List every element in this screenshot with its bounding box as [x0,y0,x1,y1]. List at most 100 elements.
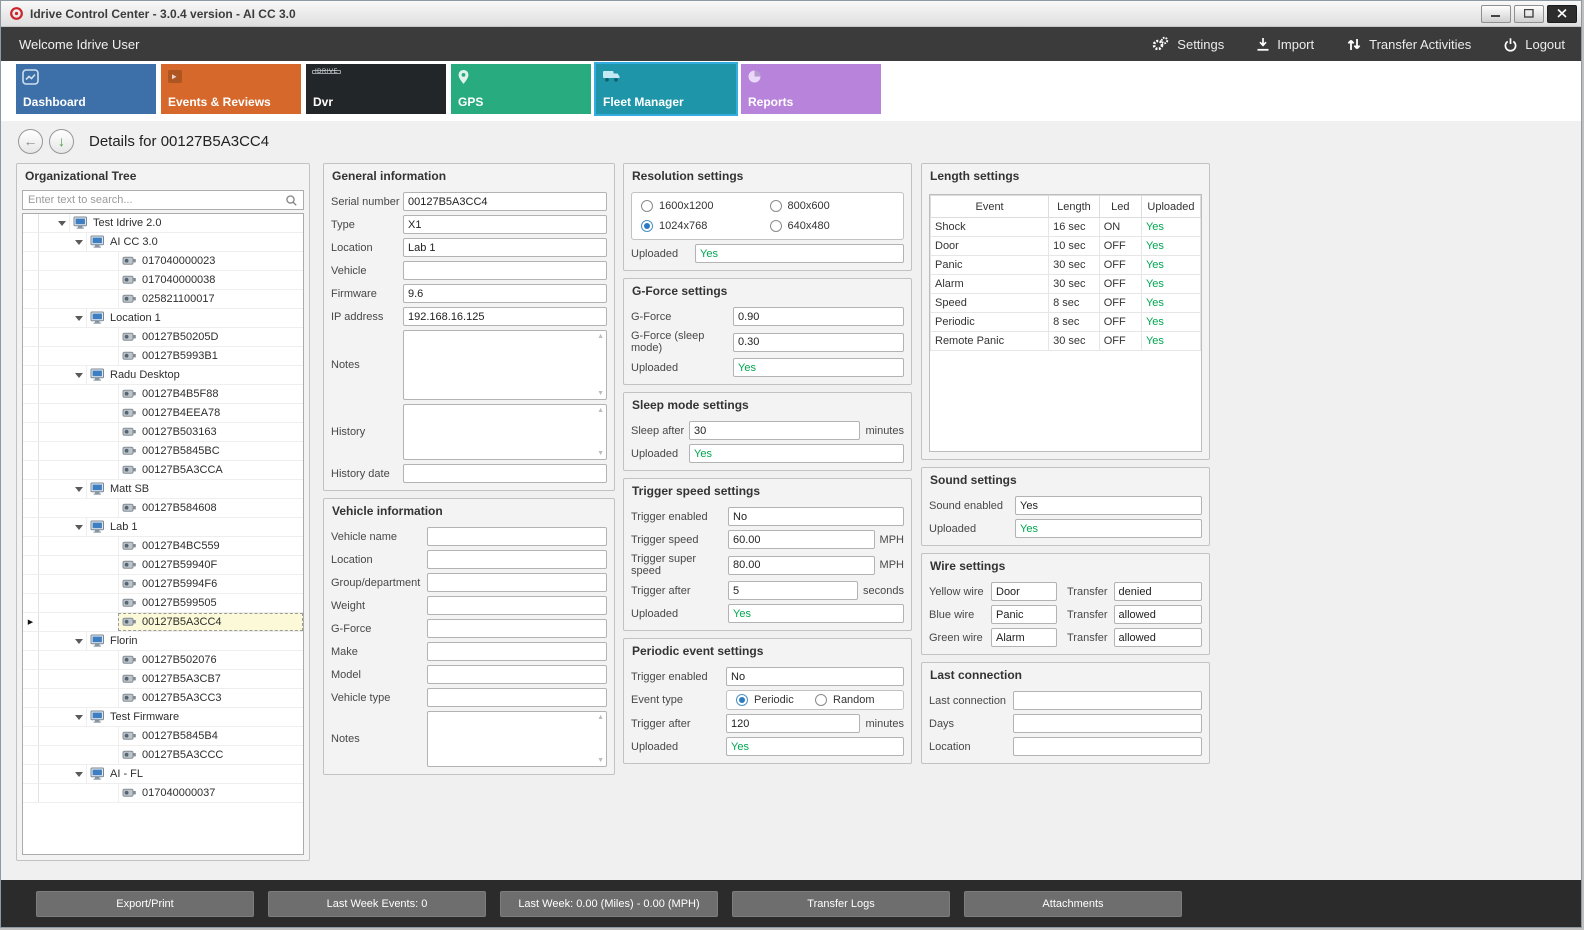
tree-item[interactable]: Lab 1 [23,518,303,537]
tree-item-selected[interactable]: ▶ 00127B5A3CC4 [23,613,303,632]
back-button[interactable]: ← [18,128,43,154]
g-force-input[interactable] [427,619,607,638]
history-date-input[interactable] [403,464,607,483]
tree-item[interactable]: 00127B5994F6 [23,575,303,594]
export-print-button[interactable]: Export/Print [36,890,254,917]
tree-item[interactable]: AI - FL [23,765,303,784]
location-input[interactable] [427,550,607,569]
download-details-button[interactable]: ↓ [49,128,74,154]
g-force-input[interactable] [733,307,904,326]
expander-icon[interactable] [72,233,86,251]
tree-item[interactable]: Location 1 [23,309,303,328]
length-settings-table[interactable]: Event Length Led Uploaded Shock 16 sec ON Yes Do… [930,195,1201,351]
tree-item[interactable]: 017040000037 [23,784,303,803]
table-row[interactable]: Panic 30 sec OFF Yes [930,255,1201,275]
tree-item[interactable]: 017040000023 [23,252,303,271]
tree-item[interactable]: 00127B5845B4 [23,727,303,746]
expander-icon[interactable] [72,309,86,327]
tree-item[interactable]: Radu Desktop [23,366,303,385]
tree-item[interactable]: Florin [23,632,303,651]
history-memo[interactable]: ▲ ▼ [403,404,607,460]
yellow-wire-input[interactable] [991,582,1057,601]
transfer-logs-button[interactable]: Transfer Logs [732,890,950,917]
column-header-led[interactable]: Led [1098,195,1142,218]
radio-800x600[interactable]: 800x600 [769,200,895,212]
vehicle-input[interactable] [403,261,607,280]
tree-item[interactable]: 00127B502076 [23,651,303,670]
tree-item[interactable]: Test Firmware [23,708,303,727]
tree-item[interactable]: AI CC 3.0 [23,233,303,252]
expander-icon[interactable] [72,480,86,498]
tree-item[interactable]: 017040000038 [23,271,303,290]
close-button[interactable] [1547,4,1577,23]
last-week-0-00-miles-0-00-mph-button[interactable]: Last Week: 0.00 (Miles) - 0.00 (MPH) [500,890,718,917]
trigger-after-input[interactable] [728,581,859,600]
tree-item[interactable]: 00127B599505 [23,594,303,613]
sound-enabled-input[interactable] [1015,496,1202,515]
vehicle-name-input[interactable] [427,527,607,546]
days-input[interactable] [1013,714,1202,733]
uploaded-input[interactable] [733,358,904,377]
attachments-button[interactable]: Attachments [964,890,1182,917]
trigger-enabled-input[interactable] [726,667,904,686]
sleep-after-input[interactable] [689,421,861,440]
column-header-event[interactable]: Event [930,195,1050,218]
tab-events-reviews[interactable]: Events & Reviews [161,64,301,114]
vehicle-type-input[interactable] [427,688,607,707]
radio-periodic[interactable]: Periodic [736,694,815,706]
tree-item[interactable]: 00127B5A3CC3 [23,689,303,708]
weight-input[interactable] [427,596,607,615]
yellow-wire-transfer-input[interactable] [1113,582,1202,601]
table-row[interactable]: Alarm 30 sec OFF Yes [930,274,1201,294]
tree-item[interactable]: 00127B584608 [23,499,303,518]
import-button[interactable]: Import [1256,37,1314,52]
radio-1024x768[interactable]: 1024x768 [641,220,766,232]
location-input[interactable] [403,238,607,257]
tab-reports[interactable]: Reports [741,64,881,114]
uploaded-input[interactable] [728,604,904,623]
green-wire-transfer-input[interactable] [1113,628,1202,647]
tree-item[interactable]: 00127B5A3CB7 [23,670,303,689]
uploaded-input[interactable] [689,444,904,463]
ip-address-input[interactable] [403,307,607,326]
firmware-input[interactable] [403,284,607,303]
tree-item[interactable]: Test Idrive 2.0 [23,214,303,233]
blue-wire-transfer-input[interactable] [1113,605,1202,624]
serial-number-input[interactable] [403,192,607,211]
table-row[interactable]: Speed 8 sec OFF Yes [930,293,1201,313]
trigger-super-speed-input[interactable] [728,555,875,575]
tree-item[interactable]: 00127B5A3CCA [23,461,303,480]
column-header-length[interactable]: Length [1048,195,1100,218]
last-connection-input[interactable] [1013,691,1202,710]
tab-dashboard[interactable]: Dashboard [16,64,156,114]
expander-icon[interactable] [72,632,86,650]
radio-1600x1200[interactable]: 1600x1200 [641,200,766,212]
tab-gps[interactable]: GPS [451,64,591,114]
minimize-button[interactable] [1481,4,1511,23]
group-department-input[interactable] [427,573,607,592]
tree-item[interactable]: 00127B5845BC [23,442,303,461]
transfer-activities-button[interactable]: Transfer Activities [1346,37,1471,52]
column-header-uploaded[interactable]: Uploaded [1140,195,1201,218]
trigger-after-input[interactable] [726,714,861,733]
tree-item[interactable]: 00127B5A3CCC [23,746,303,765]
type-input[interactable] [403,215,607,234]
location-input[interactable] [1013,737,1202,756]
expander-icon[interactable] [55,214,69,232]
maximize-button[interactable] [1514,4,1544,23]
uploaded-input[interactable] [726,737,904,756]
expander-icon[interactable] [72,518,86,536]
table-row[interactable]: Door 10 sec OFF Yes [930,236,1201,256]
tree-item[interactable]: 00127B59940F [23,556,303,575]
uploaded-input[interactable] [695,244,904,263]
radio-random[interactable]: Random [815,694,894,706]
last-week-events-0-button[interactable]: Last Week Events: 0 [268,890,486,917]
make-input[interactable] [427,642,607,661]
blue-wire-input[interactable] [991,605,1057,624]
tree-item[interactable]: 025821100017 [23,290,303,309]
g-force-sleep-mode-input[interactable] [733,332,904,352]
table-row[interactable]: Periodic 8 sec OFF Yes [930,312,1201,332]
trigger-enabled-input[interactable] [728,507,904,526]
tree-item[interactable]: 00127B4EEA78 [23,404,303,423]
tree-item[interactable]: 00127B503163 [23,423,303,442]
